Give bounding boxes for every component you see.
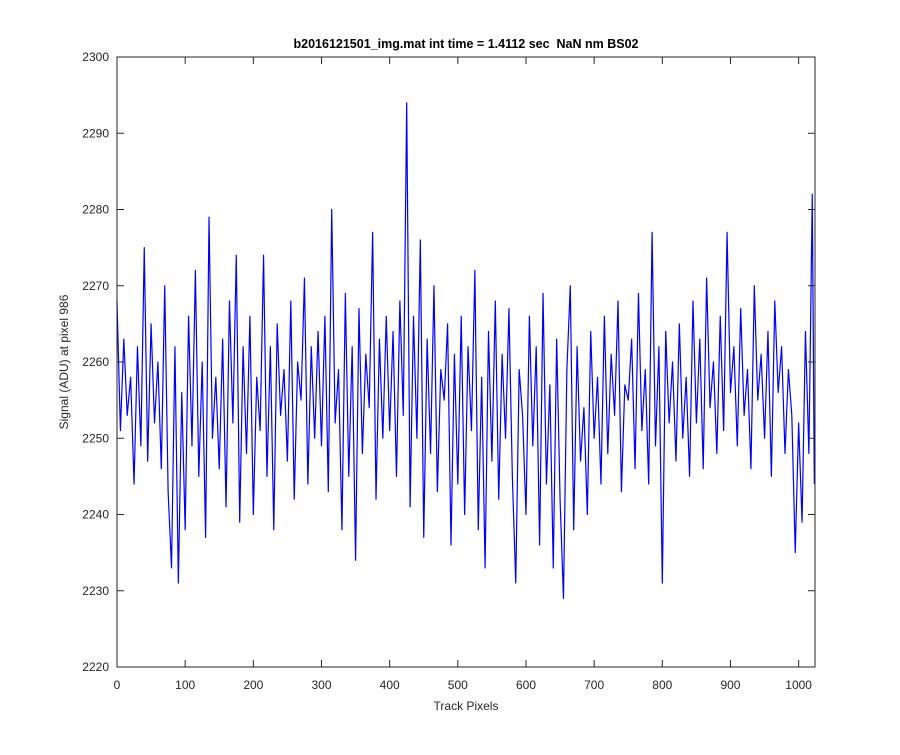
y-tick-label: 2250 bbox=[82, 431, 109, 445]
x-tick-label: 0 bbox=[114, 678, 121, 692]
x-tick-label: 600 bbox=[516, 678, 536, 692]
y-tick-label: 2280 bbox=[82, 203, 109, 217]
chart-title: b2016121501_img.mat int time = 1.4112 se… bbox=[294, 37, 639, 51]
y-tick-label: 2240 bbox=[82, 508, 109, 522]
x-tick-label: 900 bbox=[720, 678, 740, 692]
y-tick-label: 2300 bbox=[82, 50, 109, 64]
y-axis-label: Signal (ADU) at pixel 986 bbox=[57, 294, 71, 429]
x-tick-label: 300 bbox=[311, 678, 331, 692]
x-tick-label: 400 bbox=[380, 678, 400, 692]
y-tick-label: 2230 bbox=[82, 584, 109, 598]
y-tick-label: 2290 bbox=[82, 126, 109, 140]
y-tick-label: 2270 bbox=[82, 279, 109, 293]
x-tick-label: 1000 bbox=[785, 678, 812, 692]
x-axis-label: Track Pixels bbox=[434, 699, 499, 713]
y-tick-label: 2220 bbox=[82, 660, 109, 674]
x-tick-label: 200 bbox=[243, 678, 263, 692]
data-line bbox=[116, 102, 815, 599]
y-tick-label: 2260 bbox=[82, 355, 109, 369]
x-tick-label: 700 bbox=[584, 678, 604, 692]
x-tick-label: 800 bbox=[652, 678, 672, 692]
x-tick-label: 500 bbox=[448, 678, 468, 692]
x-tick-label: 100 bbox=[175, 678, 195, 692]
